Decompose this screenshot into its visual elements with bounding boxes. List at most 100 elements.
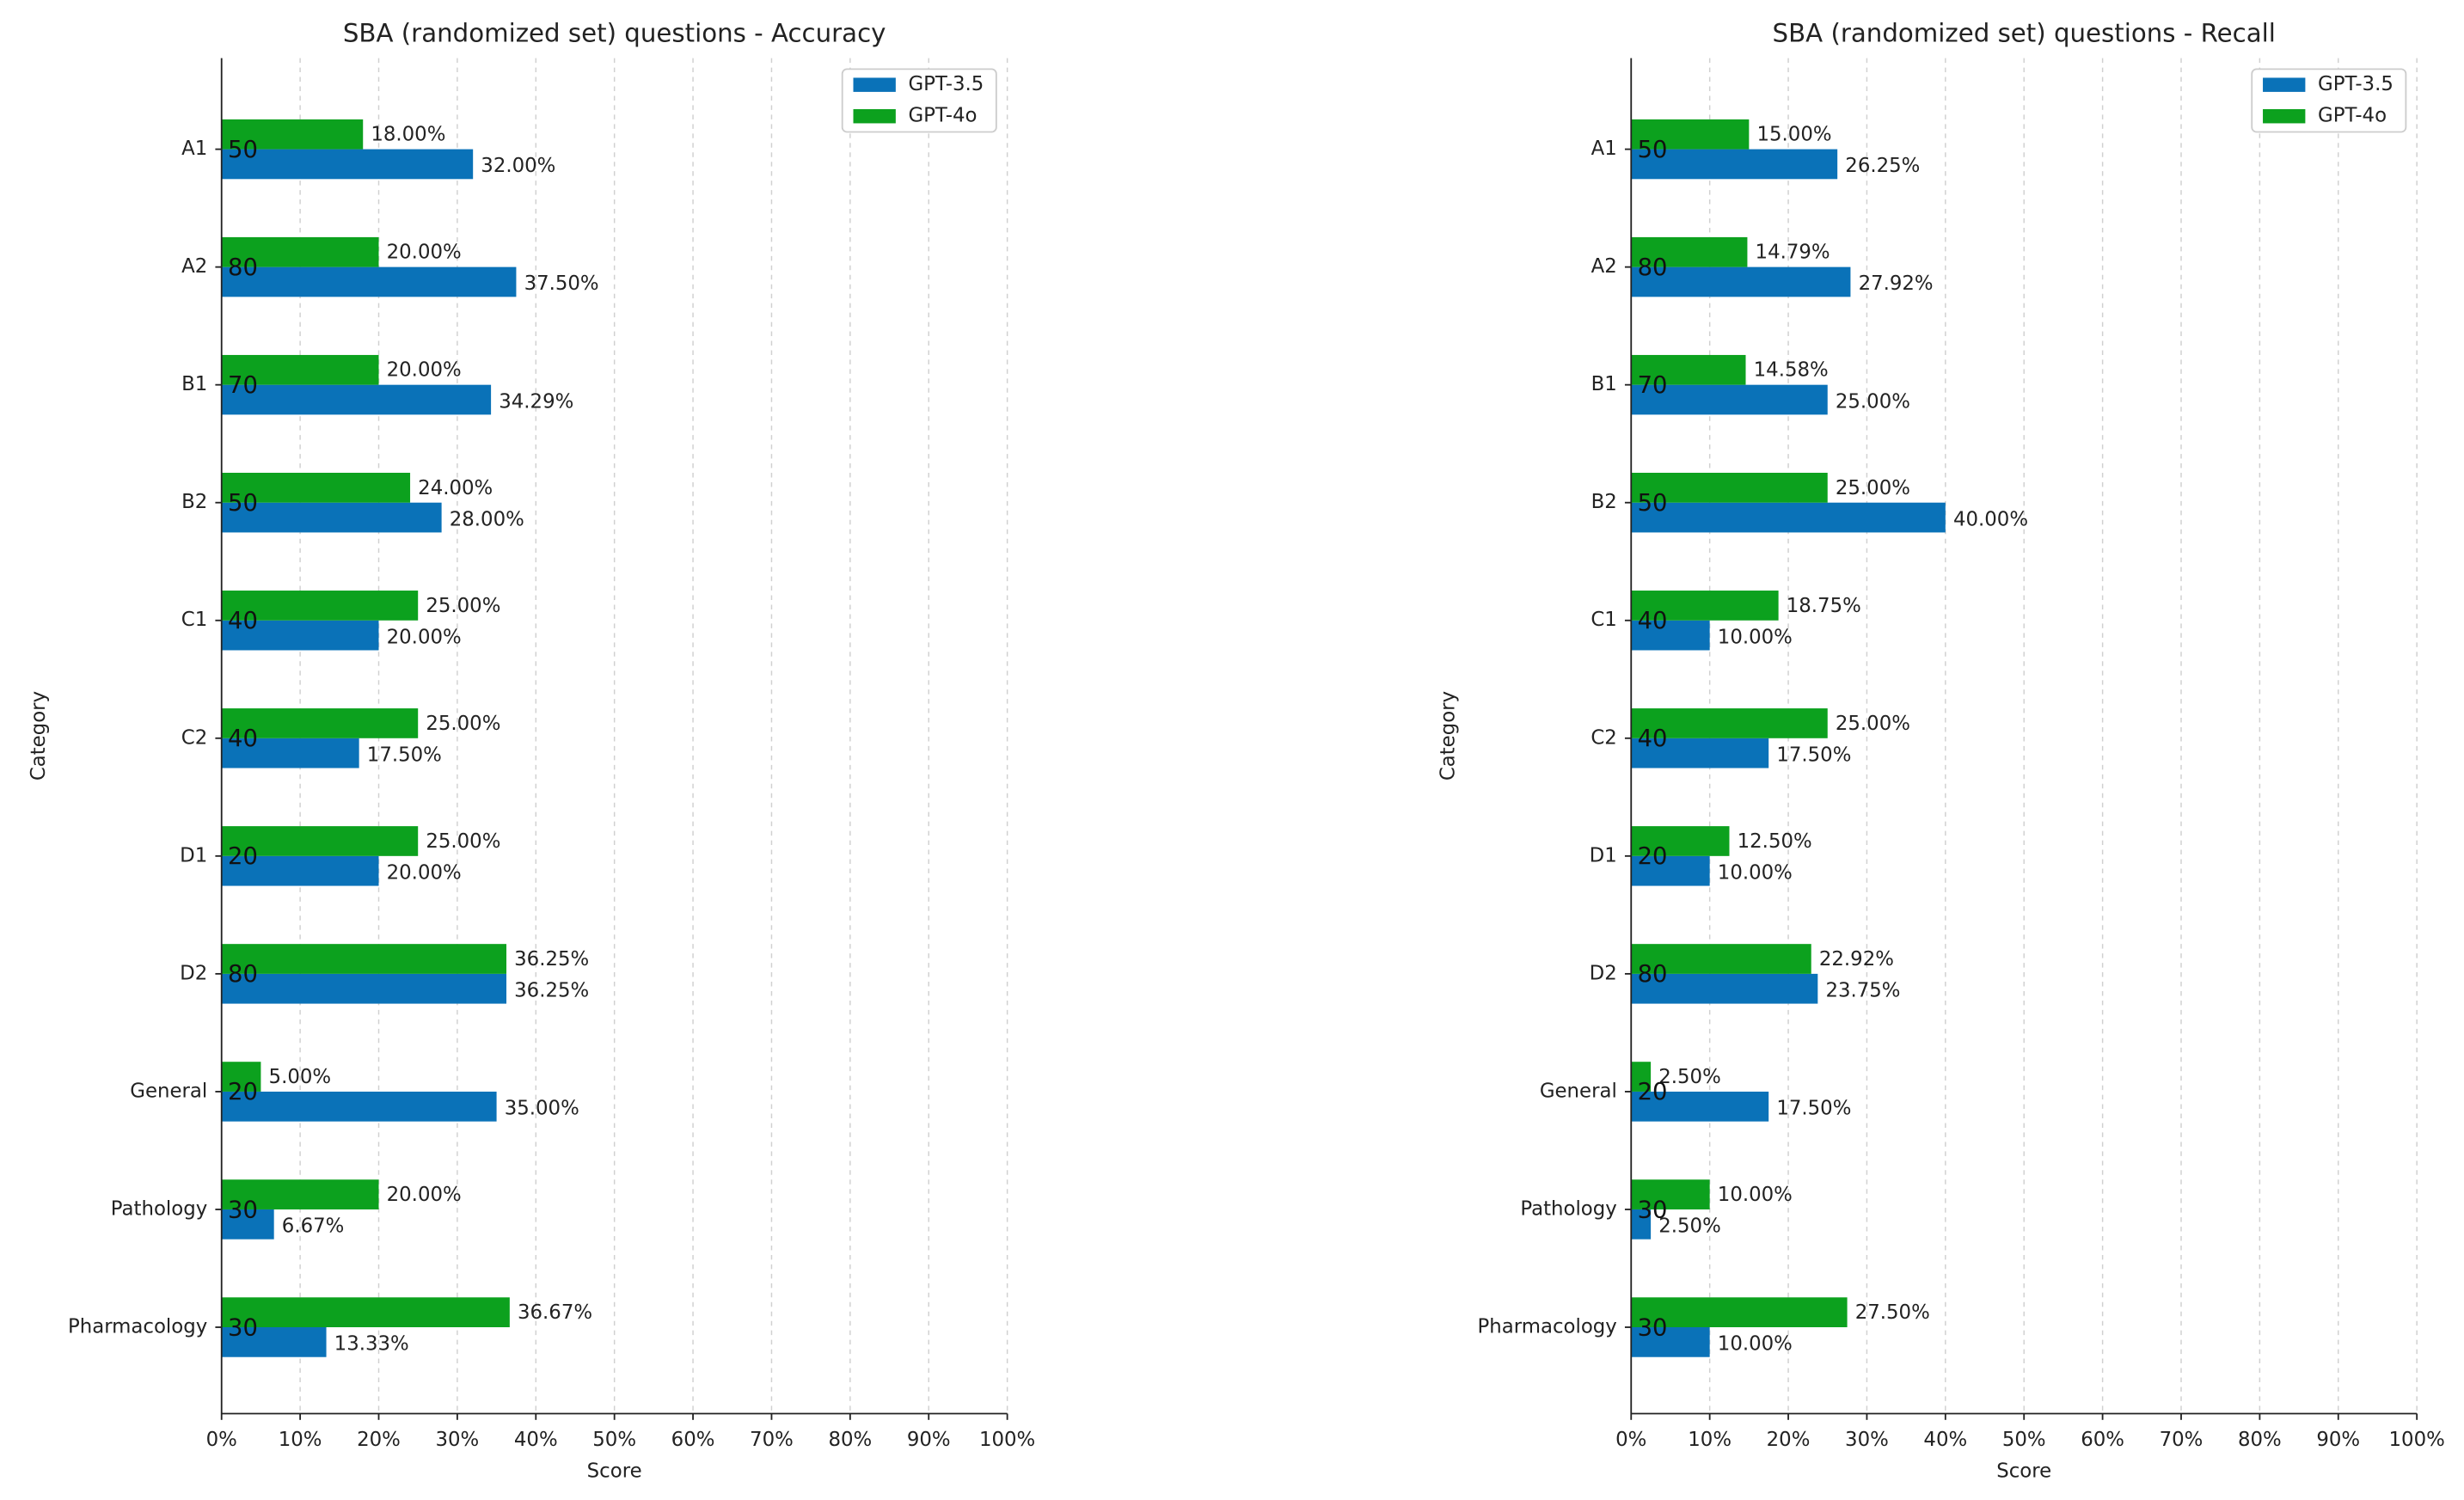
y-tick-label: A2 — [1591, 255, 1617, 278]
bar — [1631, 620, 1710, 651]
count-label: 70 — [1638, 372, 1668, 399]
y-axis-label: Category — [1437, 691, 1460, 781]
bar — [1631, 266, 1851, 297]
count-label: 20 — [1638, 843, 1668, 870]
bar — [221, 1062, 261, 1092]
value-label: 32.00% — [481, 155, 555, 177]
value-label: 20.00% — [387, 242, 462, 264]
value-label: 36.25% — [514, 948, 589, 970]
bar — [1631, 1062, 1652, 1092]
value-label: 5.00% — [269, 1066, 332, 1088]
legend-swatch — [853, 108, 896, 124]
count-label: 80 — [1638, 961, 1668, 988]
value-label: 10.00% — [1718, 1333, 1793, 1356]
value-label: 34.29% — [499, 390, 573, 413]
bar — [1631, 354, 1746, 385]
x-tick-label: 60% — [671, 1429, 715, 1451]
bar — [1631, 826, 1730, 856]
bar — [221, 236, 379, 267]
value-label: 17.50% — [367, 744, 442, 766]
count-label: 50 — [1638, 490, 1668, 517]
value-label: 2.50% — [1658, 1215, 1721, 1238]
count-label: 30 — [228, 1197, 258, 1223]
count-label: 40 — [1638, 726, 1668, 752]
value-label: 25.00% — [426, 595, 500, 617]
x-tick-label: 80% — [828, 1429, 872, 1451]
value-label: 20.00% — [387, 861, 462, 884]
count-label: 50 — [1638, 137, 1668, 163]
y-tick-label: C2 — [181, 726, 207, 749]
y-tick-label: General — [130, 1080, 207, 1102]
bar — [221, 620, 379, 651]
y-tick-label: Pathology — [1520, 1197, 1616, 1220]
y-tick-label: Pathology — [111, 1197, 207, 1220]
count-label: 20 — [228, 843, 258, 870]
x-tick-label: 20% — [1767, 1429, 1811, 1451]
count-label: 30 — [1638, 1314, 1668, 1341]
legend-label: GPT-3.5 — [2318, 73, 2394, 95]
count-label: 50 — [228, 490, 258, 517]
x-tick-label: 90% — [2316, 1429, 2360, 1451]
y-tick-label: D1 — [180, 844, 207, 866]
x-tick-label: 0% — [206, 1429, 237, 1451]
y-tick-label: C1 — [1591, 609, 1616, 631]
bar — [221, 591, 419, 621]
bar — [1631, 1297, 1848, 1328]
bar — [221, 1179, 379, 1209]
count-label: 80 — [228, 254, 258, 281]
count-label: 40 — [228, 726, 258, 752]
y-tick-label: General — [1540, 1080, 1617, 1102]
x-tick-label: 70% — [2160, 1429, 2204, 1451]
bar — [1631, 591, 1779, 621]
x-tick-label: 100% — [979, 1429, 1035, 1451]
x-tick-label: 30% — [1845, 1429, 1889, 1451]
value-label: 25.00% — [1836, 477, 1910, 499]
value-label: 36.25% — [514, 979, 589, 1001]
value-label: 36.67% — [518, 1301, 592, 1324]
count-label: 70 — [228, 372, 258, 399]
bar — [221, 472, 411, 503]
value-label: 25.00% — [426, 830, 500, 853]
x-tick-label: 20% — [357, 1429, 401, 1451]
legend-label: GPT-4o — [908, 105, 977, 127]
value-label: 40.00% — [1953, 508, 2028, 530]
bar — [1631, 944, 1811, 974]
x-tick-label: 60% — [2081, 1429, 2124, 1451]
value-label: 12.50% — [1738, 830, 1812, 853]
bar — [221, 1091, 497, 1122]
x-tick-label: 10% — [1688, 1429, 1732, 1451]
value-label: 25.00% — [1836, 713, 1910, 735]
x-tick-label: 50% — [2002, 1429, 2046, 1451]
bar — [1631, 708, 1828, 738]
x-tick-label: 100% — [2389, 1429, 2445, 1451]
x-tick-label: 90% — [907, 1429, 951, 1451]
value-label: 35.00% — [505, 1098, 579, 1120]
y-tick-label: C1 — [181, 609, 207, 631]
x-tick-label: 50% — [592, 1429, 636, 1451]
value-label: 25.00% — [1836, 390, 1910, 413]
value-label: 27.50% — [1855, 1301, 1930, 1324]
bar — [1631, 119, 1750, 150]
legend-label: GPT-3.5 — [908, 73, 984, 95]
value-label: 2.50% — [1658, 1066, 1721, 1088]
bar — [1631, 973, 1818, 1004]
y-tick-label: C2 — [1591, 726, 1616, 749]
value-label: 10.00% — [1718, 861, 1793, 884]
bar — [221, 384, 492, 415]
legend-swatch — [853, 77, 896, 92]
chart: SBA (randomized set) questions - Accurac… — [28, 19, 1035, 1483]
bar — [221, 119, 364, 150]
bar — [1631, 855, 1710, 886]
y-tick-label: A1 — [1591, 138, 1617, 160]
count-label: 40 — [228, 608, 258, 634]
legend-label: GPT-4o — [2318, 105, 2387, 127]
bar — [1631, 236, 1748, 267]
bar — [221, 1297, 510, 1328]
bar — [1631, 1327, 1710, 1357]
value-label: 22.92% — [1819, 948, 1894, 970]
value-label: 20.00% — [387, 626, 462, 648]
y-tick-label: B2 — [1591, 491, 1617, 513]
x-tick-label: 40% — [1923, 1429, 1967, 1451]
bar — [1631, 149, 1838, 180]
count-label: 80 — [1638, 254, 1668, 281]
